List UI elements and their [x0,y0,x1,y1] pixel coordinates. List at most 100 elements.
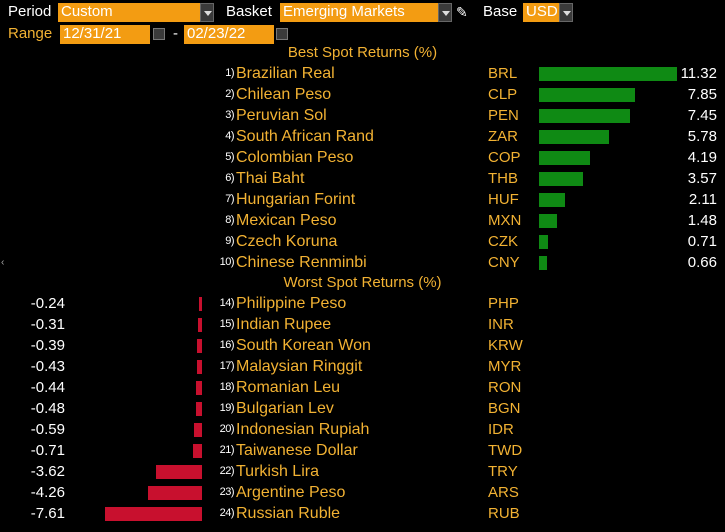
return-value: -0.31 [30,316,65,333]
rank-number: 1) [225,67,234,79]
base-dropdown-chevron-down-icon[interactable] [559,3,573,22]
list-item[interactable]: -0.43 17) Malaysian Ringgit MYR [0,356,725,377]
return-bar [148,486,202,500]
currency-code: ARS [488,484,519,501]
list-item[interactable]: 5) Colombian Peso COP 4.19 [0,147,725,168]
return-value: -0.48 [30,400,65,417]
list-item[interactable]: -0.31 15) Indian Rupee INR [0,314,725,335]
pencil-icon[interactable]: ✎ [456,4,468,20]
rank-number: 16) [219,339,235,351]
currency-code: ZAR [488,128,518,145]
list-item[interactable]: -7.61 24) Russian Ruble RUB [0,503,725,524]
period-value: Custom [61,3,113,20]
currency-name: Brazilian Real [236,65,335,82]
currency-code: THB [488,170,518,187]
rank-number: 2) [225,88,234,100]
currency-name: Russian Ruble [236,505,341,522]
range-end-value: 02/23/22 [187,25,246,42]
currency-code: INR [488,316,514,333]
list-item[interactable]: 4) South African Rand ZAR 5.78 [0,126,725,147]
rank-number: 9) [225,235,234,247]
currency-name: South Korean Won [236,337,371,354]
currency-name: Thai Baht [236,170,305,187]
currency-name: Philippine Peso [236,295,347,312]
currency-name: Chinese Renminbi [236,254,367,271]
range-end-input[interactable]: 02/23/22 [184,25,274,44]
currency-code: PEN [488,107,519,124]
basket-value: Emerging Markets [283,3,405,20]
period-select[interactable]: Custom [58,3,200,22]
return-bar [539,193,565,207]
basket-select[interactable]: Emerging Markets [280,3,438,22]
rank-number: 18) [219,381,235,393]
return-value: 11.32 [680,65,717,82]
rank-number: 15) [219,318,235,330]
return-bar [105,507,202,521]
rank-number: 17) [219,360,235,372]
rank-number: 21) [219,444,235,456]
currency-name: Chilean Peso [236,86,332,103]
currency-code: CZK [488,233,518,250]
range-start-value: 12/31/21 [63,25,122,42]
list-item[interactable]: -0.71 21) Taiwanese Dollar TWD [0,440,725,461]
list-item[interactable]: -0.59 20) Indonesian Rupiah IDR [0,419,725,440]
base-select[interactable]: USD [523,3,559,22]
calendar-icon[interactable] [276,28,288,40]
return-bar [539,151,590,165]
list-item[interactable]: -0.24 14) Philippine Peso PHP [0,293,725,314]
list-item[interactable]: 7) Hungarian Forint HUF 2.11 [0,189,725,210]
return-value: 4.19 [687,149,717,166]
currency-code: CLP [488,86,518,103]
return-value: -0.59 [30,421,65,438]
range-start-input[interactable]: 12/31/21 [60,25,150,44]
currency-name: South African Rand [236,128,374,145]
return-value: 5.78 [687,128,717,145]
list-item[interactable]: -0.48 19) Bulgarian Lev BGN [0,398,725,419]
currency-name: Indian Rupee [236,316,332,333]
currency-name: Argentine Peso [236,484,346,501]
currency-name: Peruvian Sol [236,107,327,124]
base-label: Base [483,3,518,20]
list-item[interactable]: 9) Czech Koruna CZK 0.71 [0,231,725,252]
list-item[interactable]: 6) Thai Baht THB 3.57 [0,168,725,189]
return-value: 0.71 [687,233,717,250]
currency-code: COP [488,149,521,166]
rank-number: 10) [219,256,235,268]
return-bar [539,109,630,123]
list-item[interactable]: -3.62 22) Turkish Lira TRY [0,461,725,482]
currency-code: MYR [488,358,522,375]
calendar-icon[interactable] [153,28,165,40]
rank-number: 22) [219,465,235,477]
currency-code: BRL [488,65,518,82]
basket-dropdown-chevron-down-icon[interactable] [438,3,452,22]
rank-number: 19) [219,402,235,414]
return-bar [199,297,202,311]
rank-number: 3) [225,109,234,121]
return-bar [539,256,547,270]
list-item[interactable]: -4.26 23) Argentine Peso ARS [0,482,725,503]
list-item[interactable]: 10) Chinese Renminbi CNY 0.66 [0,252,725,273]
list-item[interactable]: 1) Brazilian Real BRL 11.32 [0,63,725,84]
rank-number: 7) [225,193,234,205]
range-label: Range [8,25,53,42]
currency-code: KRW [488,337,523,354]
list-item[interactable]: -0.39 16) South Korean Won KRW [0,335,725,356]
return-value: -3.62 [30,463,65,480]
list-item[interactable]: 2) Chilean Peso CLP 7.85 [0,84,725,105]
basket-label: Basket [226,3,272,20]
period-dropdown-chevron-down-icon[interactable] [200,3,214,22]
list-item[interactable]: 3) Peruvian Sol PEN 7.45 [0,105,725,126]
list-item[interactable]: 8) Mexican Peso MXN 1.48 [0,210,725,231]
rank-number: 24) [219,507,235,519]
currency-code: TRY [488,463,518,480]
list-item[interactable]: -0.44 18) Romanian Leu RON [0,377,725,398]
period-label: Period [8,3,52,20]
currency-code: HUF [488,191,519,208]
rank-number: 20) [219,423,235,435]
worst-returns-title: Worst Spot Returns (%) [283,274,442,291]
rank-number: 6) [225,172,234,184]
currency-code: BGN [488,400,521,417]
scroll-left-icon[interactable]: ‹ [1,257,5,268]
return-bar [198,318,202,332]
return-value: -0.39 [30,337,65,354]
